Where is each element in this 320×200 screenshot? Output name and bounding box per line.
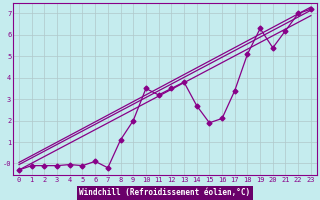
X-axis label: Windchill (Refroidissement éolien,°C): Windchill (Refroidissement éolien,°C) — [79, 188, 251, 197]
